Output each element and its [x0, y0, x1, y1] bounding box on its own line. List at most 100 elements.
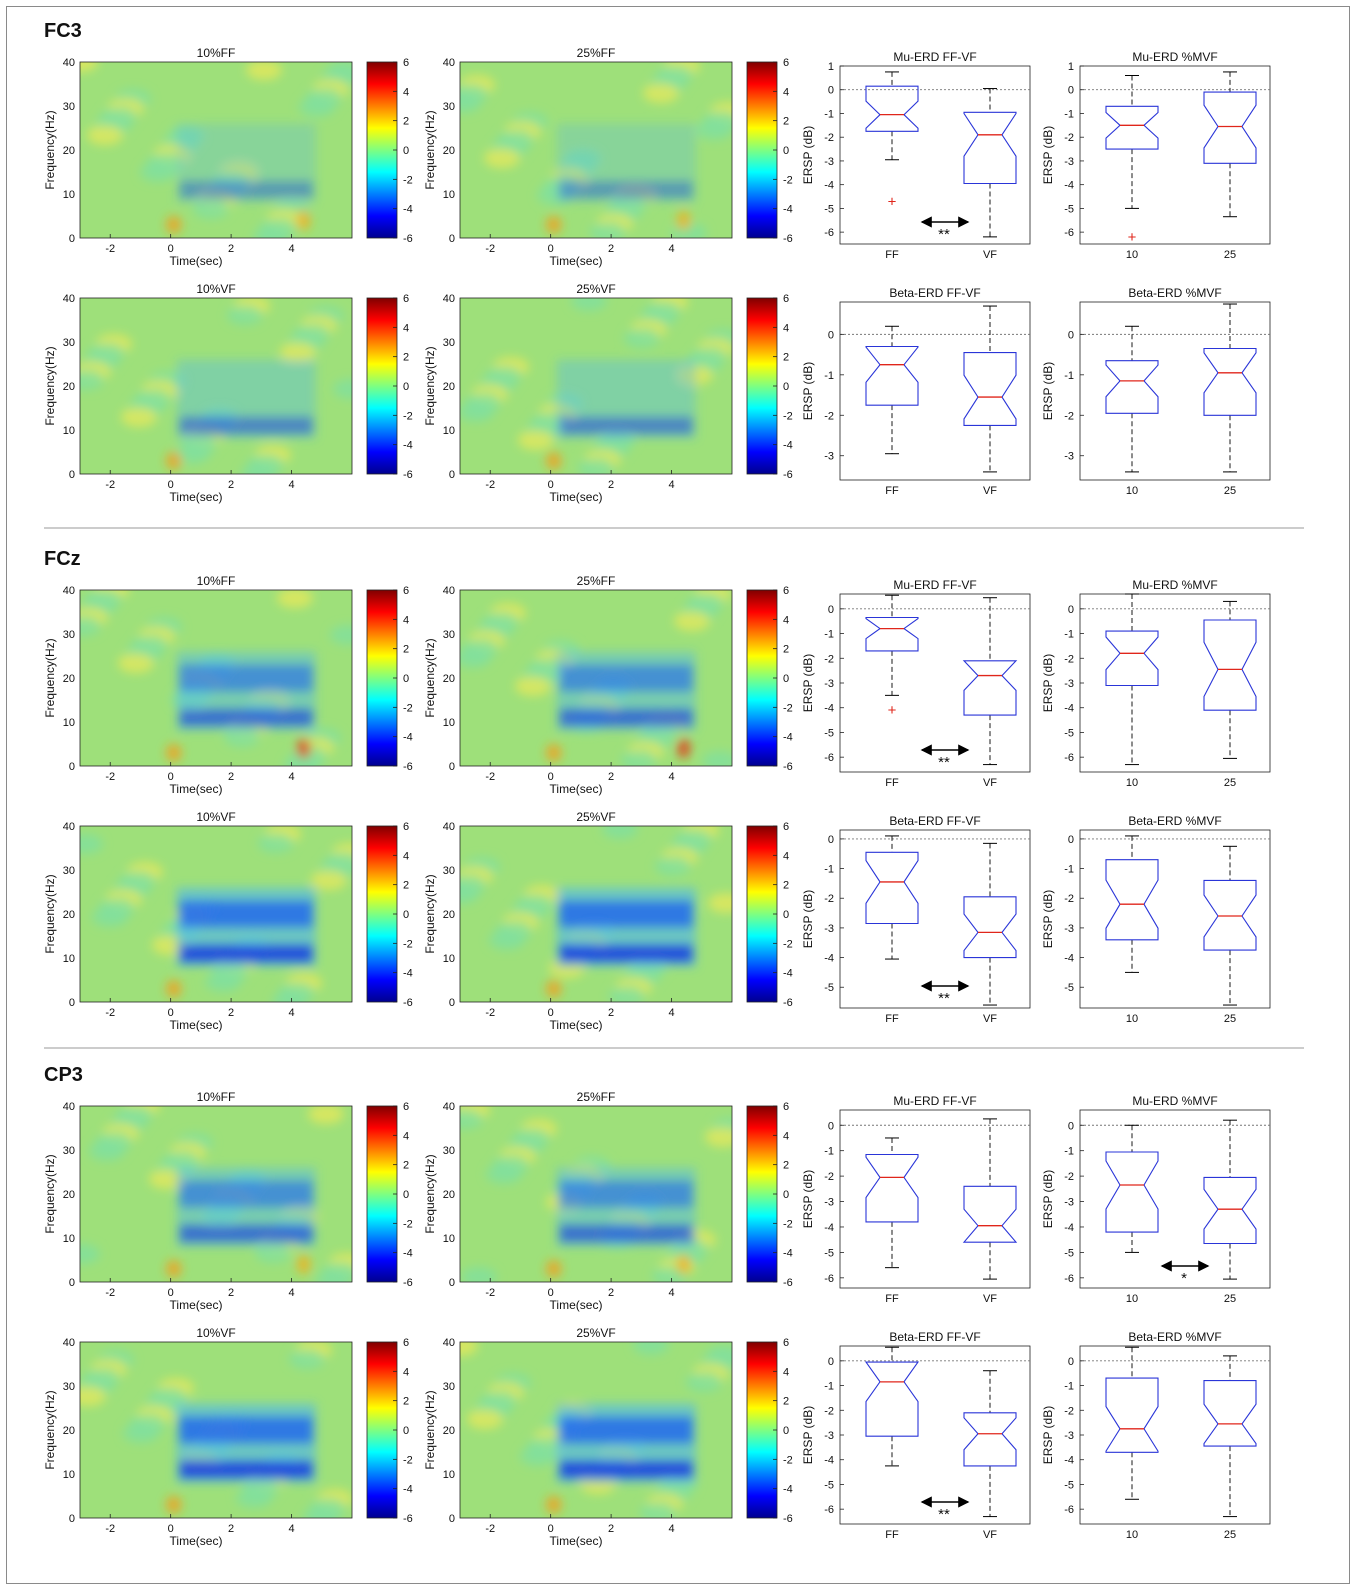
section-label: FC3: [44, 20, 82, 42]
colorbar-tick-label: -6: [783, 233, 793, 245]
y-tick-label: 0: [449, 469, 455, 481]
colorbar-tick-label: 6: [783, 293, 789, 305]
y-tick-label: -3: [824, 156, 834, 168]
y-tick-label: -4: [824, 1222, 834, 1234]
box-25: [1203, 600, 1257, 759]
spectrogram-axes: [79, 1105, 353, 1283]
y-axis-label: Frequency(Hz): [423, 1390, 437, 1469]
x-tick-label: -2: [105, 243, 115, 255]
y-tick-label: 0: [69, 469, 75, 481]
box-VF: [962, 597, 1018, 766]
y-tick-label: -1: [1064, 1381, 1074, 1393]
x-tick-label: -2: [485, 243, 495, 255]
y-tick-label: 40: [63, 585, 75, 597]
y-tick-label: 30: [443, 337, 455, 349]
box-VF: [963, 1370, 1017, 1518]
y-tick-label: 30: [443, 1145, 455, 1157]
notched-box: [865, 85, 919, 132]
x-tick-label: VF: [983, 1293, 997, 1305]
colorbar-tick-label: 2: [783, 116, 789, 128]
spectrogram-panel: 10%FF-2 0 2 4010203040Time(sec)Frequency(Hz…: [43, 46, 413, 268]
boxplot-title: Mu-ERD FF-VF: [893, 578, 976, 592]
y-tick-label: -3: [824, 678, 834, 690]
x-tick-label: 2: [228, 243, 234, 255]
boxplot-panel: Beta-ERD %MVF 0 -1 -2 -3 ERSP (dB) 10 25: [1041, 286, 1271, 497]
y-axis-label: ERSP (dB): [1041, 890, 1055, 948]
colorbar-tick-label: -6: [403, 1513, 413, 1525]
x-tick-label: 2: [228, 1523, 234, 1535]
x-tick-label: -2: [105, 479, 115, 491]
y-axis-label: ERSP (dB): [1041, 126, 1055, 184]
box-25: [1203, 1355, 1257, 1518]
spectrogram-axes: [79, 1341, 353, 1519]
box-25: [1203, 303, 1257, 473]
x-tick-label: 0: [548, 771, 554, 783]
y-tick-label: 10: [63, 953, 75, 965]
x-tick-label: -2: [485, 479, 495, 491]
boxplot-panel: Beta-ERD FF-VF 0 -1 -2 -3 ERSP (dB) FF VF: [801, 286, 1031, 497]
x-tick-label: FF: [885, 249, 899, 261]
notched-box: [1105, 105, 1159, 150]
y-tick-label: -2: [824, 132, 834, 144]
y-tick-label: 20: [443, 909, 455, 921]
y-tick-label: -4: [1064, 180, 1074, 192]
colorbar-tick-label: -2: [783, 938, 793, 950]
x-axis-label: Time(sec): [170, 254, 223, 268]
boxplot-axes: [839, 65, 1031, 245]
y-tick-label: 20: [443, 673, 455, 685]
colorbar-tick-label: -6: [403, 1277, 413, 1289]
box-10: [1105, 1124, 1159, 1253]
x-tick-label: 4: [668, 1007, 674, 1019]
y-tick-label: 10: [443, 425, 455, 437]
x-tick-label: 2: [608, 1523, 614, 1535]
colorbar-tick-label: 2: [403, 116, 409, 128]
y-tick-label: -3: [1064, 1197, 1074, 1209]
x-tick-label: 0: [168, 243, 174, 255]
spectrogram-title: 10%FF: [197, 574, 236, 588]
y-tick-label: -1: [824, 1146, 834, 1158]
spectrogram-panel: 10%VF-2 0 2 4010203040Time(sec)Frequency(Hz…: [43, 1326, 413, 1548]
y-tick-label: 0: [449, 233, 455, 245]
colorbar-tick-label: 4: [783, 614, 789, 626]
y-tick-label: 20: [63, 145, 75, 157]
spectrogram-title: 10%VF: [196, 810, 235, 824]
colorbar-tick-label: 0: [403, 909, 409, 921]
y-tick-label: 20: [63, 909, 75, 921]
x-tick-label: -2: [485, 771, 495, 783]
x-tick-label: 25: [1224, 1529, 1236, 1541]
x-tick-label: 10: [1126, 249, 1138, 261]
y-tick-label: -3: [824, 923, 834, 935]
colorbar: [746, 1105, 778, 1283]
y-tick-label: 40: [443, 821, 455, 833]
y-axis-label: Frequency(Hz): [423, 346, 437, 425]
spectrogram-title: 25%FF: [577, 46, 616, 60]
x-tick-label: 10: [1126, 1293, 1138, 1305]
colorbar-tick-label: 0: [783, 909, 789, 921]
y-tick-label: -2: [824, 1171, 834, 1183]
spectrogram-panel: 25%VF-2 0 2 4010203040Time(sec)Frequency(Hz…: [423, 810, 793, 1032]
y-tick-label: 10: [443, 953, 455, 965]
colorbar: [366, 61, 398, 239]
outlier-marker: +: [1128, 229, 1137, 246]
boxplot-axes: [839, 593, 1031, 773]
colorbar-tick-label: 2: [403, 644, 409, 656]
y-tick-label: 30: [443, 865, 455, 877]
spectrogram-title: 25%FF: [577, 1090, 616, 1104]
colorbar-tick-label: -4: [403, 204, 413, 216]
notched-box: [865, 1153, 919, 1223]
notched-box: [1203, 879, 1257, 951]
y-tick-label: 40: [443, 585, 455, 597]
colorbar-tick-label: 6: [403, 293, 409, 305]
y-tick-label: 40: [63, 1101, 75, 1113]
spectrogram-axes: [79, 61, 353, 239]
boxplot-axes: [1079, 1109, 1271, 1289]
x-tick-label: 2: [608, 1007, 614, 1019]
y-tick-label: -3: [824, 451, 834, 463]
significance-marker: **: [938, 1506, 950, 1523]
x-tick-label: -2: [485, 1287, 495, 1299]
y-axis-label: ERSP (dB): [801, 654, 815, 712]
y-axis-label: ERSP (dB): [801, 1406, 815, 1464]
spectrogram-panel: 25%FF-2 0 2 4010203040Time(sec)Frequency(Hz…: [423, 574, 793, 796]
y-axis-label: ERSP (dB): [801, 362, 815, 420]
y-tick-label: -1: [1064, 108, 1074, 120]
